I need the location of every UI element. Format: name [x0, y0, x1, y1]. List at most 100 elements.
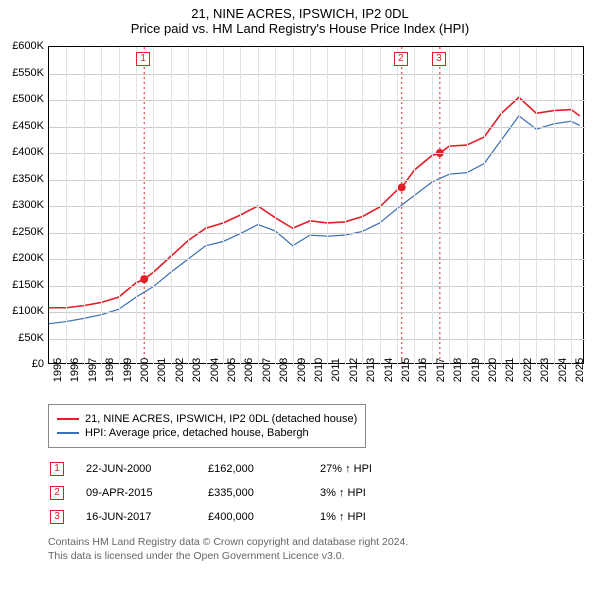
event-dot [140, 275, 148, 283]
gridline-horizontal [49, 339, 585, 340]
footer-line: This data is licensed under the Open Gov… [48, 550, 584, 564]
gridline-vertical [484, 47, 485, 365]
x-axis-label: 1996 [69, 358, 81, 382]
y-axis-label: £200K [0, 252, 44, 264]
gridline-vertical [136, 47, 137, 365]
event-diff: 3% ↑ HPI [320, 482, 380, 504]
gridline-vertical [345, 47, 346, 365]
event-marker-icon: 2 [50, 486, 64, 500]
event-price: £335,000 [208, 482, 318, 504]
gridline-horizontal [49, 180, 585, 181]
event-marker: 1 [136, 52, 150, 66]
event-diff: 27% ↑ HPI [320, 458, 380, 480]
x-axis-label: 2004 [209, 358, 221, 382]
gridline-vertical [310, 47, 311, 365]
legend-item: 21, NINE ACRES, IPSWICH, IP2 0DL (detach… [57, 413, 357, 425]
legend-item: HPI: Average price, detached house, Babe… [57, 427, 357, 439]
x-axis-label: 2012 [348, 358, 360, 382]
y-axis-label: £50K [0, 332, 44, 344]
y-axis-label: £100K [0, 305, 44, 317]
gridline-vertical [223, 47, 224, 365]
gridline-vertical [554, 47, 555, 365]
x-axis-label: 2022 [522, 358, 534, 382]
gridline-vertical [414, 47, 415, 365]
series-line-0 [49, 97, 580, 307]
x-axis-label: 2000 [139, 358, 151, 382]
event-row: 1 22-JUN-2000£162,00027% ↑ HPI [50, 458, 380, 480]
event-diff: 1% ↑ HPI [320, 506, 380, 528]
gridline-vertical [536, 47, 537, 365]
event-row: 2 09-APR-2015£335,0003% ↑ HPI [50, 482, 380, 504]
y-axis-label: £450K [0, 120, 44, 132]
x-axis-label: 2025 [574, 358, 586, 382]
gridline-horizontal [49, 153, 585, 154]
event-price: £162,000 [208, 458, 318, 480]
gridline-vertical [171, 47, 172, 365]
y-axis-label: £600K [0, 40, 44, 52]
gridline-vertical [501, 47, 502, 365]
x-axis-label: 2009 [296, 358, 308, 382]
x-axis-label: 2013 [365, 358, 377, 382]
gridline-vertical [206, 47, 207, 365]
x-axis-label: 2005 [226, 358, 238, 382]
x-axis-label: 2019 [470, 358, 482, 382]
series-line-1 [49, 116, 580, 324]
gridline-vertical [293, 47, 294, 365]
gridline-vertical [188, 47, 189, 365]
gridline-vertical [449, 47, 450, 365]
y-axis-label: £300K [0, 199, 44, 211]
gridline-horizontal [49, 74, 585, 75]
x-axis-label: 2007 [261, 358, 273, 382]
x-axis-label: 2008 [278, 358, 290, 382]
gridline-vertical [119, 47, 120, 365]
y-axis-label: £500K [0, 93, 44, 105]
y-axis-label: £150K [0, 279, 44, 291]
x-axis-label: 2017 [435, 358, 447, 382]
x-axis-label: 2016 [417, 358, 429, 382]
x-axis-label: 1998 [104, 358, 116, 382]
event-marker-icon: 1 [50, 462, 64, 476]
gridline-vertical [258, 47, 259, 365]
event-date: 09-APR-2015 [86, 482, 206, 504]
x-axis-label: 2006 [243, 358, 255, 382]
y-axis-label: £400K [0, 146, 44, 158]
x-axis-label: 1999 [122, 358, 134, 382]
legend-swatch [57, 432, 79, 434]
gridline-vertical [153, 47, 154, 365]
legend-label: 21, NINE ACRES, IPSWICH, IP2 0DL (detach… [85, 413, 357, 425]
gridline-vertical [397, 47, 398, 365]
gridline-vertical [240, 47, 241, 365]
x-axis-label: 2014 [383, 358, 395, 382]
gridline-horizontal [49, 312, 585, 313]
x-axis-label: 2011 [330, 358, 342, 382]
event-marker: 2 [394, 52, 408, 66]
chart-subtitle: Price paid vs. HM Land Registry's House … [0, 21, 600, 40]
gridline-vertical [101, 47, 102, 365]
gridline-horizontal [49, 233, 585, 234]
gridline-vertical [432, 47, 433, 365]
gridline-horizontal [49, 259, 585, 260]
footer-attribution: Contains HM Land Registry data © Crown c… [48, 536, 584, 563]
event-price: £400,000 [208, 506, 318, 528]
event-marker: 3 [432, 52, 446, 66]
gridline-horizontal [49, 100, 585, 101]
event-marker-icon: 3 [50, 510, 64, 524]
x-axis-label: 2024 [557, 358, 569, 382]
chart-title: 21, NINE ACRES, IPSWICH, IP2 0DL [0, 0, 600, 21]
legend-swatch [57, 418, 79, 420]
x-axis-label: 2015 [400, 358, 412, 382]
gridline-horizontal [49, 206, 585, 207]
x-axis-label: 2010 [313, 358, 325, 382]
x-axis-label: 2020 [487, 358, 499, 382]
gridline-vertical [327, 47, 328, 365]
gridline-vertical [467, 47, 468, 365]
gridline-horizontal [49, 286, 585, 287]
gridline-vertical [571, 47, 572, 365]
bottom-block: 21, NINE ACRES, IPSWICH, IP2 0DL (detach… [48, 404, 584, 563]
x-axis-label: 2021 [504, 358, 516, 382]
event-date: 22-JUN-2000 [86, 458, 206, 480]
plot-area [48, 46, 584, 364]
x-axis-label: 1997 [87, 358, 99, 382]
gridline-vertical [380, 47, 381, 365]
gridline-horizontal [49, 127, 585, 128]
